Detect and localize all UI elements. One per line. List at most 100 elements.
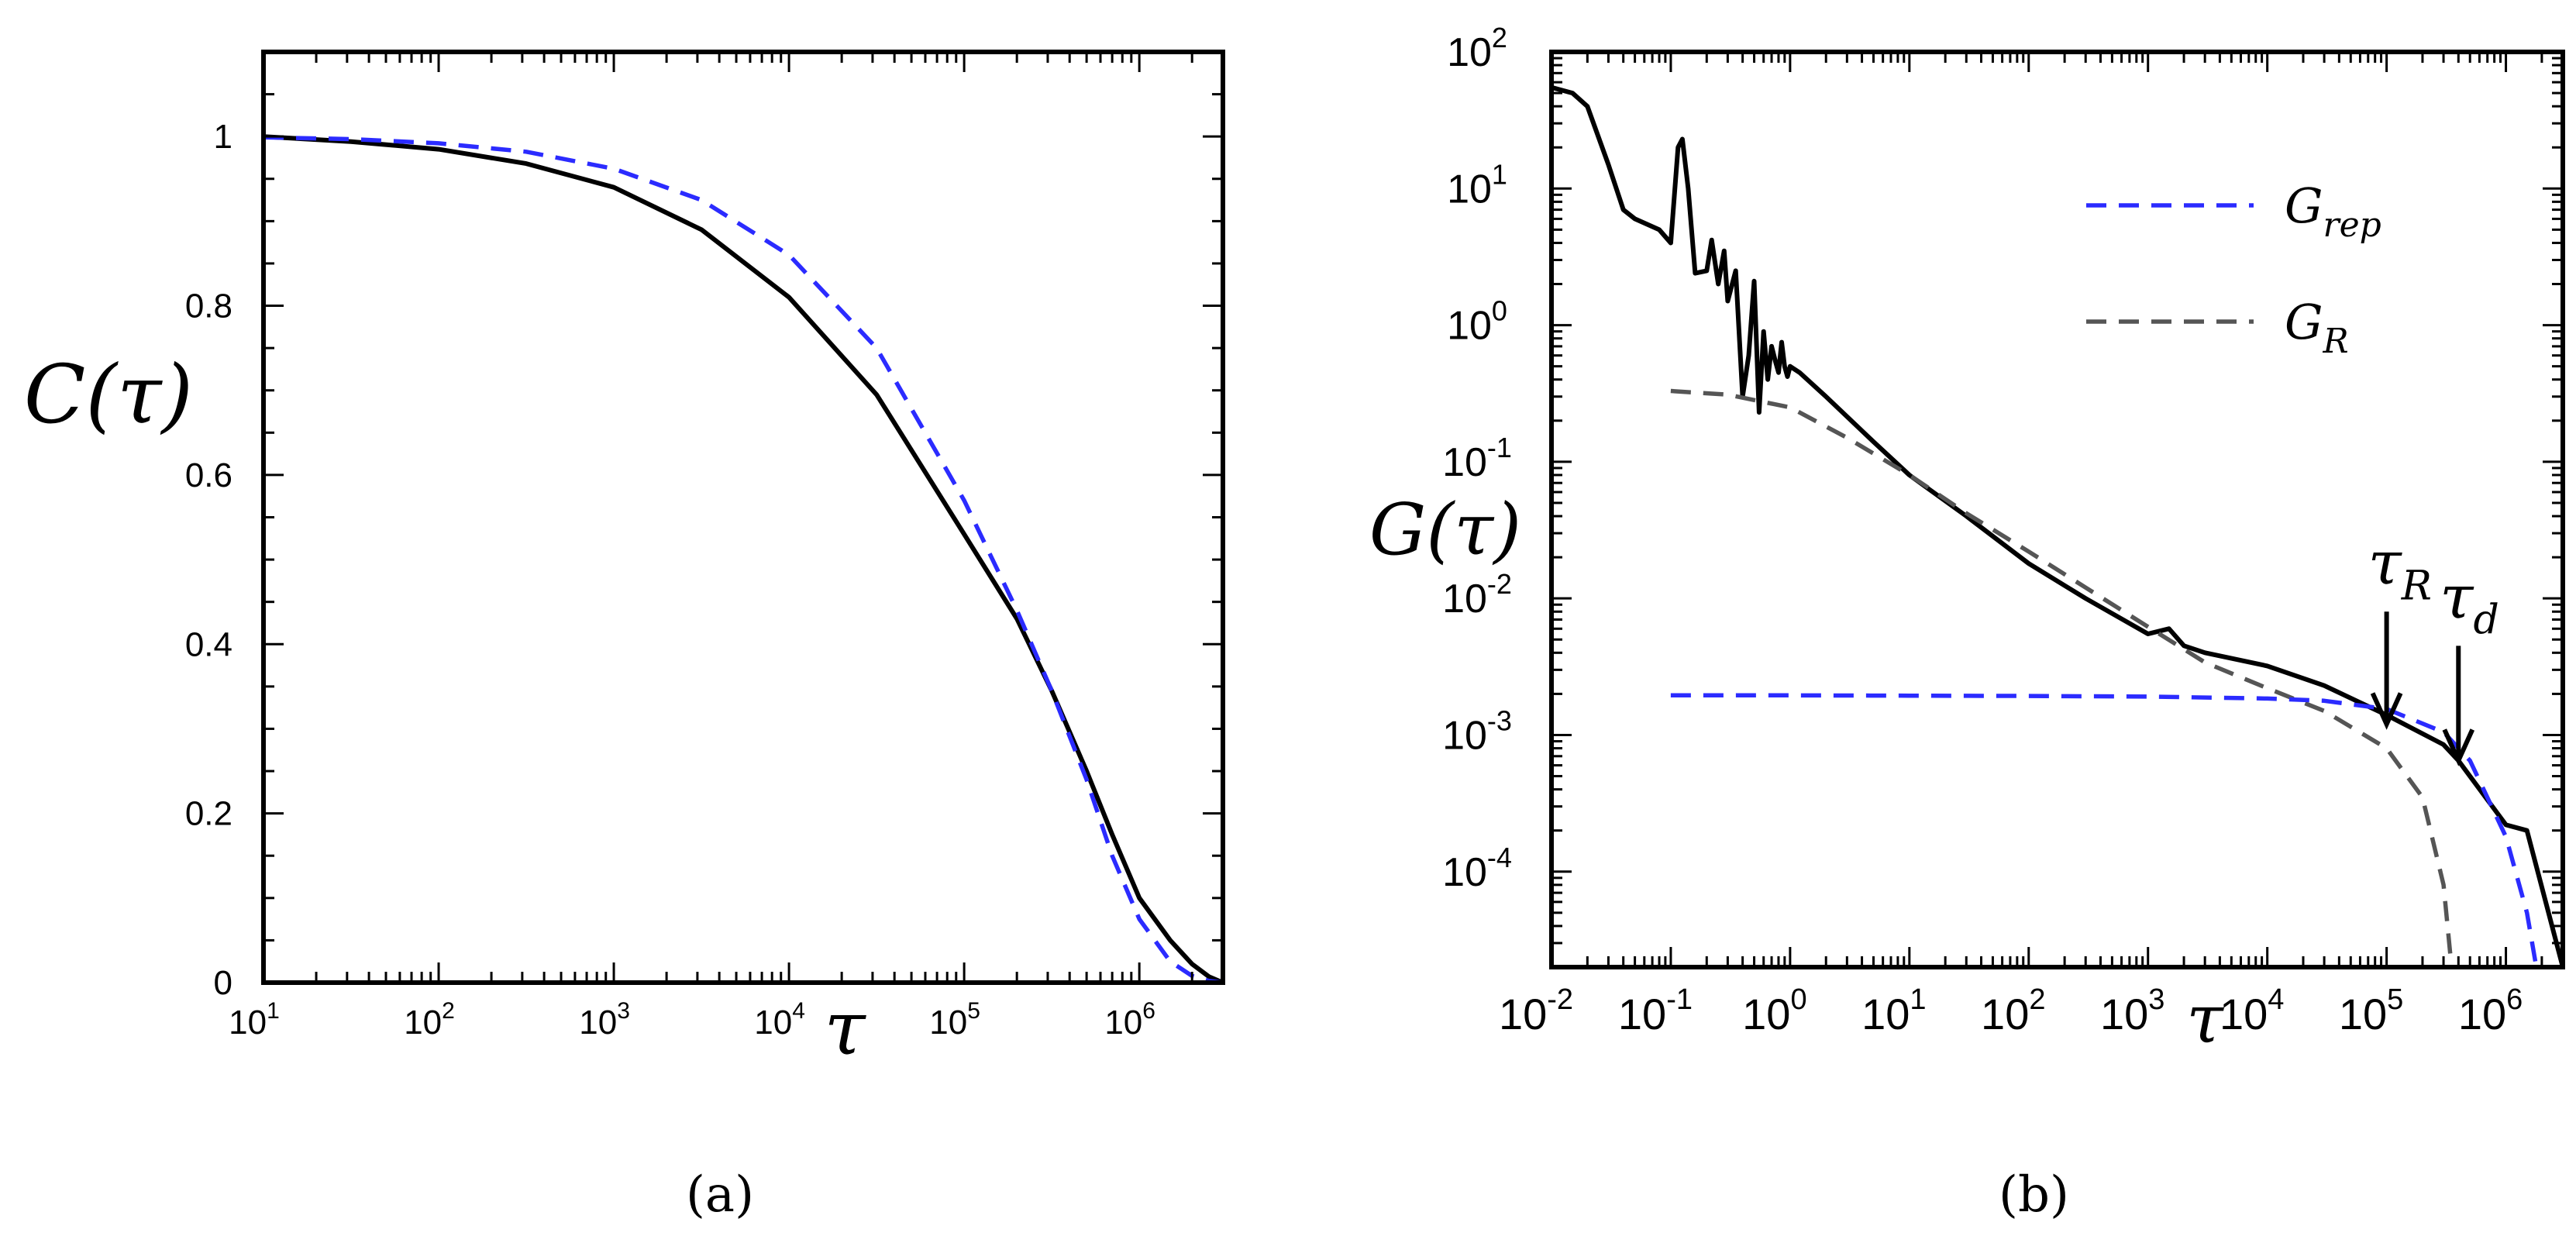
legend-label: Grep (2285, 177, 2381, 245)
x-tick-base: 10 (929, 1004, 967, 1042)
x-tick-label: 10-1 (1618, 983, 1693, 1038)
series-line-1 (1670, 388, 2454, 967)
x-tick-exp: 2 (442, 998, 455, 1024)
y-tick-exp: 1 (1492, 158, 1507, 190)
x-tick-base: 10 (754, 1004, 792, 1042)
x-tick-label: 106 (1104, 998, 1155, 1042)
x-tick-exp: -1 (1666, 983, 1693, 1016)
x-tick-base: 10 (2339, 990, 2387, 1038)
legend-sub: R (2323, 322, 2349, 361)
x-tick-exp: 4 (2268, 983, 2284, 1016)
y-tick-label: 0.6 (185, 456, 232, 494)
y-tick-label: 10-1 (1442, 432, 1512, 485)
y-tick-exp: -3 (1487, 704, 1512, 736)
annotation-main: τ (2440, 563, 2474, 632)
y-tick-label: 0 (214, 964, 232, 1002)
x-tick-label: 103 (2100, 983, 2164, 1038)
y-tick-label: 10-2 (1442, 568, 1512, 622)
legend-main: G (2285, 177, 2323, 234)
x-tick-base: 10 (404, 1004, 442, 1042)
x-tick-exp: 1 (267, 998, 280, 1024)
y-tick-label: 1 (214, 118, 232, 156)
x-tick-base: 10 (1861, 990, 1910, 1038)
panel-caption: (a) (686, 1166, 754, 1224)
x-tick-exp: 3 (617, 998, 630, 1024)
x-tick-base: 10 (1618, 990, 1666, 1038)
x-tick-base: 10 (1104, 1004, 1142, 1042)
legend-sub: rep (2323, 205, 2381, 245)
x-axis-label: τ (2186, 981, 2224, 1059)
annotation-sub: R (2401, 563, 2432, 609)
y-tick-label: 10-3 (1442, 704, 1512, 758)
x-tick-label: 106 (2458, 983, 2523, 1038)
arrow-head (2442, 728, 2475, 766)
y-tick-label: 0.2 (185, 795, 232, 833)
panel-caption: (b) (1999, 1166, 2069, 1224)
x-tick-exp: 5 (967, 998, 980, 1024)
x-tick-base: 10 (579, 1004, 617, 1042)
x-axis-label: τ (824, 985, 866, 1072)
y-axis: 0 0.2 0.4 0.6 0.8 1 (185, 50, 1223, 1002)
legend-label: GR (2285, 294, 2349, 361)
y-tick-label: 0.4 (185, 625, 232, 663)
y-tick-base: 10 (1447, 30, 1492, 75)
x-tick-label: 100 (1742, 983, 1806, 1038)
x-tick-label: 105 (2339, 983, 2403, 1038)
y-axis-label: G(τ) (1369, 488, 1521, 571)
annotation-main: τ (2368, 529, 2403, 598)
series-line-0 (1551, 84, 2563, 967)
y-tick-exp: 0 (1492, 295, 1507, 327)
panel-b: 10-2 10-1 100 101 102 103 104 105 10610-410-310-… (1369, 22, 2565, 1224)
y-tick-label: 100 (1447, 295, 1507, 349)
x-tick-base: 10 (2220, 990, 2268, 1038)
x-tick-label: 10-2 (1499, 983, 1573, 1038)
x-tick-base: 10 (2100, 990, 2148, 1038)
series-group (263, 134, 1223, 983)
y-tick-base: 10 (1442, 577, 1487, 622)
series-line-2 (1670, 693, 2539, 967)
x-tick-base: 10 (229, 1004, 267, 1042)
y-tick-base: 10 (1447, 304, 1492, 349)
x-tick-exp: 5 (2387, 983, 2403, 1016)
x-tick-label: 102 (1981, 983, 2045, 1038)
annotation-label: τd (2440, 563, 2499, 643)
y-tick-base: 10 (1442, 850, 1487, 895)
x-tick-exp: 6 (2506, 983, 2523, 1016)
x-tick-label: 102 (404, 998, 455, 1042)
y-tick-exp: -2 (1487, 568, 1512, 600)
plot-frame (1549, 50, 2565, 969)
x-tick-label: 104 (754, 998, 805, 1042)
x-tick-label: 105 (929, 998, 980, 1042)
plot-frame (261, 50, 1225, 985)
x-tick-base: 10 (1499, 990, 1547, 1038)
x-tick-exp: 6 (1142, 998, 1155, 1024)
y-tick-label: 102 (1447, 22, 1507, 75)
y-tick-exp: -4 (1487, 842, 1512, 873)
x-tick-exp: 4 (792, 998, 805, 1024)
x-axis: 10-2 10-1 100 101 102 103 104 105 106 (1499, 52, 2564, 1038)
y-tick-label: 10-4 (1442, 842, 1512, 895)
x-tick-exp: 0 (1790, 983, 1806, 1016)
x-tick-label: 104 (2220, 983, 2284, 1038)
x-tick-exp: 2 (2029, 983, 2045, 1016)
x-tick-exp: 1 (1910, 983, 1926, 1016)
x-tick-base: 10 (2458, 990, 2506, 1038)
y-tick-base: 10 (1442, 440, 1487, 485)
series-group (1551, 84, 2563, 967)
annotation-label: τR (2368, 529, 2432, 609)
y-tick-base: 10 (1447, 167, 1492, 212)
x-tick-label: 103 (579, 998, 630, 1042)
legend-main: G (2285, 294, 2323, 350)
x-tick-label: 101 (229, 998, 280, 1042)
y-tick-label: 101 (1447, 158, 1507, 212)
y-axis-label: C(τ) (24, 347, 193, 442)
x-tick-base: 10 (1742, 990, 1790, 1038)
arrow-head (2370, 692, 2403, 730)
series-line-1 (263, 135, 1223, 983)
y-tick-label: 0.8 (185, 288, 232, 325)
y-tick-base: 10 (1442, 713, 1487, 758)
